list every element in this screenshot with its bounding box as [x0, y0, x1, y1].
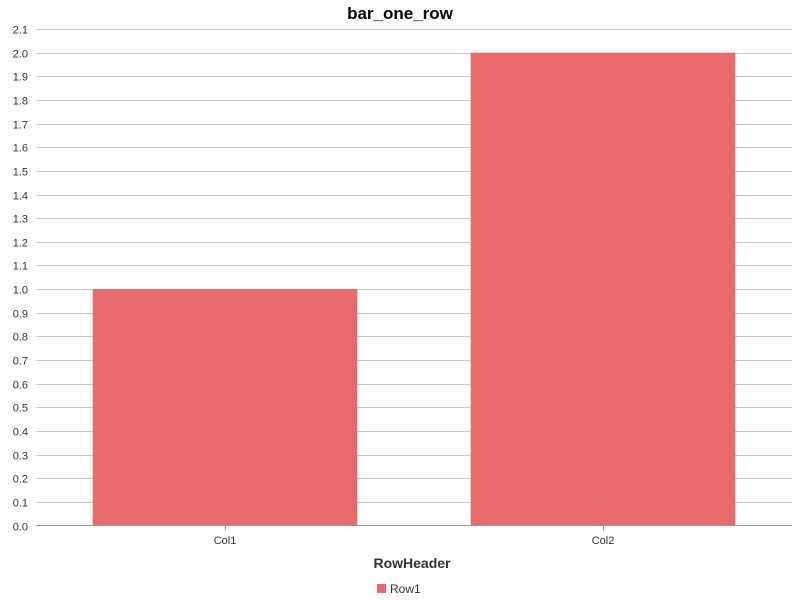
y-tick-label: 1.0: [13, 285, 28, 297]
y-axis-tick-labels: 0.0 0.1 0.2 0.3 0.4 0.5 0.6 0.7 0.8 0.9 1.0 1.1 1.2 1…: [13, 25, 28, 534]
y-tick-label: 0.7: [13, 356, 28, 368]
y-tick-label: 1.1: [13, 261, 28, 273]
x-axis-tick-labels: Col1 Col2: [214, 525, 615, 547]
y-tick-label: 0.0: [13, 522, 28, 534]
y-tick-label: 1.7: [13, 120, 28, 132]
y-tick-label: 0.6: [13, 380, 28, 392]
y-tick-label: 0.5: [13, 403, 28, 415]
y-tick-label: 0.3: [13, 451, 28, 463]
y-tick-label: 1.4: [13, 191, 28, 203]
x-axis-title: RowHeader: [373, 555, 451, 571]
chart-title: bar_one_row: [347, 4, 454, 23]
y-tick-label: 1.8: [13, 96, 28, 108]
bar-col1: [92, 289, 358, 526]
legend-swatch: [377, 584, 386, 593]
y-tick-label: 1.9: [13, 72, 28, 84]
legend-label: Row1: [390, 582, 421, 596]
y-tick-label: 1.3: [13, 214, 28, 226]
y-tick-label: 1.6: [13, 143, 28, 155]
y-tick-label: 0.1: [13, 498, 28, 510]
y-tick-label: 0.9: [13, 309, 28, 321]
y-tick-label: 2.0: [13, 49, 28, 61]
y-tick-label: 1.2: [13, 238, 28, 250]
bars: [92, 52, 736, 526]
y-tick-label: 2.1: [13, 25, 28, 37]
y-tick-label: 0.4: [13, 427, 28, 439]
y-tick-label: 1.5: [13, 167, 28, 179]
legend: Row1: [377, 582, 421, 596]
bar-col2: [470, 52, 736, 526]
x-tick-label: Col2: [592, 535, 615, 547]
y-tick-label: 0.2: [13, 474, 28, 486]
y-tick-label: 0.8: [13, 332, 28, 344]
x-tick-label: Col1: [214, 535, 237, 547]
